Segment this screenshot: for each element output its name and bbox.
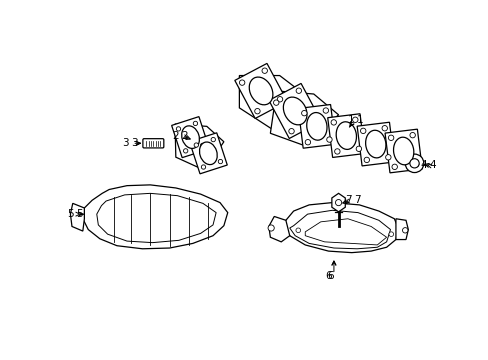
- Ellipse shape: [311, 117, 316, 122]
- Polygon shape: [282, 203, 397, 253]
- Ellipse shape: [360, 128, 365, 134]
- Ellipse shape: [381, 126, 386, 131]
- Ellipse shape: [388, 232, 393, 237]
- Ellipse shape: [413, 162, 418, 167]
- Ellipse shape: [194, 143, 198, 147]
- Ellipse shape: [323, 108, 328, 113]
- Ellipse shape: [364, 157, 369, 163]
- Polygon shape: [331, 193, 345, 212]
- Ellipse shape: [326, 137, 331, 142]
- Polygon shape: [171, 117, 209, 158]
- Text: 1: 1: [347, 115, 353, 125]
- Text: 7: 7: [345, 195, 351, 205]
- Ellipse shape: [385, 154, 390, 160]
- Ellipse shape: [402, 228, 407, 233]
- Ellipse shape: [409, 132, 414, 138]
- Ellipse shape: [211, 138, 215, 142]
- Text: 6: 6: [326, 271, 333, 281]
- Polygon shape: [298, 104, 335, 148]
- Text: 3: 3: [122, 138, 128, 148]
- Polygon shape: [270, 91, 338, 145]
- Polygon shape: [70, 203, 84, 231]
- Polygon shape: [175, 124, 224, 170]
- Polygon shape: [395, 219, 407, 239]
- Ellipse shape: [393, 137, 413, 165]
- Ellipse shape: [355, 146, 361, 152]
- Ellipse shape: [254, 108, 260, 114]
- Ellipse shape: [301, 111, 306, 116]
- Ellipse shape: [295, 228, 300, 233]
- Text: 2: 2: [172, 131, 179, 141]
- Ellipse shape: [267, 225, 274, 231]
- Polygon shape: [234, 63, 287, 118]
- Ellipse shape: [405, 154, 423, 172]
- Ellipse shape: [218, 159, 222, 164]
- Text: 4: 4: [428, 160, 435, 170]
- Ellipse shape: [409, 159, 418, 168]
- Ellipse shape: [239, 80, 244, 85]
- Ellipse shape: [305, 139, 310, 145]
- FancyBboxPatch shape: [142, 139, 163, 148]
- Polygon shape: [268, 84, 321, 139]
- Polygon shape: [97, 193, 216, 243]
- Ellipse shape: [387, 135, 393, 140]
- Ellipse shape: [262, 68, 267, 73]
- Ellipse shape: [288, 129, 294, 134]
- Ellipse shape: [201, 165, 205, 169]
- Polygon shape: [384, 129, 422, 173]
- Ellipse shape: [330, 120, 336, 125]
- Ellipse shape: [249, 77, 272, 105]
- Text: 4: 4: [420, 160, 426, 170]
- Ellipse shape: [283, 97, 306, 125]
- Text: 5: 5: [77, 209, 83, 219]
- Polygon shape: [268, 216, 289, 242]
- Polygon shape: [239, 76, 299, 134]
- Text: 2: 2: [181, 131, 187, 141]
- Text: 6: 6: [325, 271, 331, 281]
- Polygon shape: [189, 133, 227, 174]
- Ellipse shape: [176, 127, 180, 131]
- Ellipse shape: [273, 100, 278, 105]
- Polygon shape: [82, 185, 227, 249]
- Ellipse shape: [352, 117, 357, 122]
- Ellipse shape: [200, 143, 204, 148]
- Ellipse shape: [296, 88, 301, 93]
- Ellipse shape: [335, 199, 341, 206]
- Ellipse shape: [193, 121, 197, 126]
- Text: 3: 3: [131, 138, 137, 148]
- Polygon shape: [356, 122, 394, 166]
- Text: 7: 7: [353, 195, 360, 205]
- Polygon shape: [305, 219, 386, 245]
- Text: 5: 5: [67, 209, 74, 219]
- Polygon shape: [289, 210, 390, 249]
- Ellipse shape: [277, 96, 282, 102]
- Ellipse shape: [334, 149, 339, 154]
- Polygon shape: [327, 114, 364, 157]
- Ellipse shape: [199, 142, 217, 165]
- Text: 1: 1: [356, 115, 362, 125]
- Ellipse shape: [182, 126, 199, 148]
- Ellipse shape: [183, 149, 187, 153]
- Ellipse shape: [391, 164, 397, 170]
- Ellipse shape: [335, 122, 356, 149]
- Ellipse shape: [365, 130, 385, 158]
- Ellipse shape: [306, 113, 326, 140]
